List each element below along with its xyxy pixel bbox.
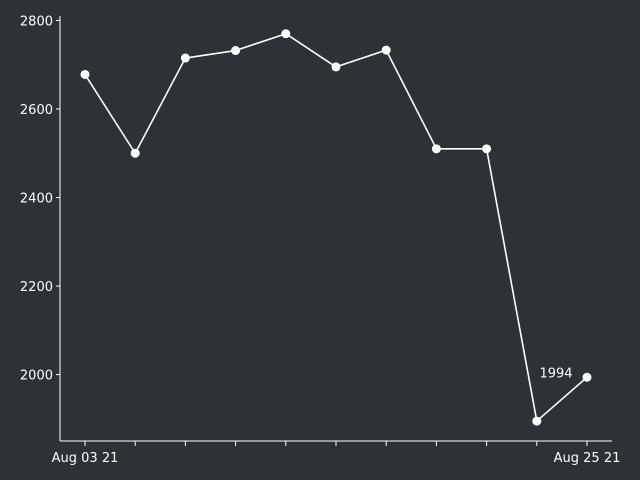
- x-tick-label: Aug 03 21: [52, 451, 119, 466]
- data-point: [431, 144, 441, 154]
- x-tick-label: Aug 25 21: [554, 451, 621, 466]
- y-axis-ticks: 2000 2200 2400 2600 2800: [20, 14, 60, 384]
- data-point: [331, 62, 341, 72]
- x-axis-ticks: Aug 03 21 Aug 25 21: [52, 441, 621, 466]
- data-point: [231, 46, 241, 56]
- point-annotation: 1994: [539, 366, 572, 381]
- data-point: [482, 144, 492, 154]
- data-point: [381, 45, 391, 55]
- data-point: [180, 53, 190, 63]
- data-point: [582, 372, 592, 382]
- y-tick-label: 2000: [20, 369, 53, 384]
- annotations: 1994: [539, 366, 572, 381]
- data-point: [130, 148, 140, 158]
- y-tick-label: 2800: [20, 14, 53, 29]
- data-point: [281, 29, 291, 39]
- y-tick-label: 2400: [20, 192, 53, 207]
- y-tick-label: 2200: [20, 280, 53, 295]
- data-point: [532, 416, 542, 426]
- y-tick-label: 2600: [20, 103, 53, 118]
- data-point: [80, 69, 90, 79]
- series-group: [80, 29, 592, 426]
